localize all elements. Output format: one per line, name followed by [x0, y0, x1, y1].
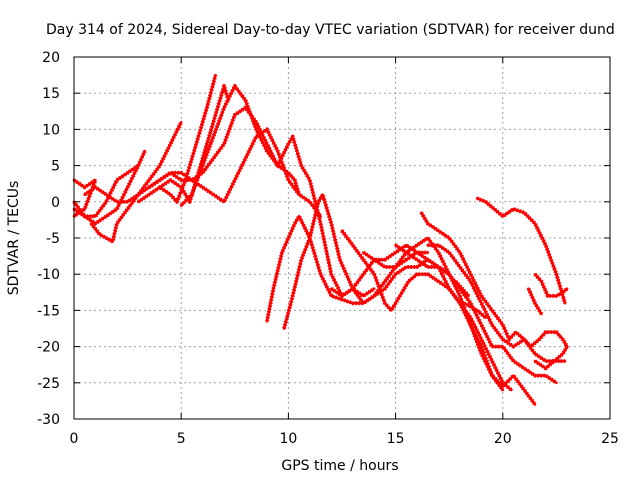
series-line — [475, 196, 567, 305]
x-tick-label: 10 — [279, 431, 297, 447]
y-tick-label: -5 — [46, 231, 60, 247]
y-tick-label: 10 — [42, 122, 60, 138]
data-series-arc-15 — [394, 243, 558, 385]
series-markers — [83, 127, 323, 218]
data-series-group — [72, 73, 569, 406]
series-line — [362, 236, 537, 406]
series-markers — [89, 121, 183, 244]
data-series-arc-4 — [72, 163, 140, 219]
x-tick-label: 0 — [70, 431, 79, 447]
series-markers — [340, 229, 513, 392]
data-series-arc-9 — [179, 84, 376, 298]
y-tick-label: -15 — [37, 303, 60, 319]
y-tick-labels: -30 -25 -20 -15 -10 -5 0 5 10 15 20 — [37, 50, 60, 428]
y-tick-label: 5 — [51, 159, 60, 175]
series-markers — [137, 74, 218, 204]
data-series-arc-20 — [475, 196, 567, 305]
x-tick-label: 20 — [494, 431, 512, 447]
series-markers — [72, 163, 140, 219]
x-tick-label: 5 — [177, 431, 186, 447]
y-tick-label: -25 — [37, 376, 60, 392]
y-tick-label: -30 — [37, 412, 60, 428]
data-series-arc-21 — [533, 272, 569, 298]
series-markers — [419, 211, 569, 349]
series-markers — [533, 345, 569, 371]
series-markers — [463, 301, 487, 320]
series-line — [265, 215, 451, 323]
series-markers — [147, 105, 302, 196]
data-series-arc-22 — [526, 287, 544, 316]
series-markers — [394, 243, 558, 385]
series-markers — [362, 236, 537, 406]
series-markers — [454, 280, 470, 298]
x-axis-label: GPS time / hours — [281, 458, 398, 474]
data-series-arc-3 — [89, 120, 183, 244]
series-line — [426, 243, 567, 363]
data-series-arc-14 — [362, 236, 537, 406]
y-tick-label: -20 — [37, 340, 60, 356]
series-markers — [265, 214, 451, 322]
series-markers — [526, 287, 544, 316]
data-series-arc-6 — [147, 105, 302, 196]
axis-ticks — [73, 56, 611, 420]
y-tick-label: -10 — [37, 267, 60, 283]
y-tick-label: 20 — [42, 50, 60, 66]
chart-title: Day 314 of 2024, Sidereal Day-to-day VTE… — [46, 22, 615, 38]
series-markers — [282, 192, 428, 330]
grid-lines — [74, 57, 610, 419]
series-markers — [330, 243, 505, 392]
data-series-arc-10 — [265, 214, 451, 323]
data-series-arc-18 — [533, 345, 569, 371]
series-line — [282, 193, 430, 330]
data-series-arc-7 — [137, 73, 218, 204]
data-series-arc-17 — [419, 211, 569, 349]
series-markers — [533, 272, 569, 298]
data-series-arc-11 — [282, 192, 430, 330]
data-series-arc-19 — [462, 301, 487, 320]
series-markers — [476, 196, 567, 304]
x-tick-label: 25 — [601, 431, 619, 447]
series-line — [533, 272, 569, 298]
data-series-arc-16 — [426, 243, 567, 364]
series-markers — [179, 84, 376, 298]
y-tick-label: 0 — [51, 195, 60, 211]
y-tick-label: 15 — [42, 86, 60, 102]
x-tick-label: 15 — [387, 431, 405, 447]
data-series-arc-23 — [454, 280, 470, 298]
series-markers — [427, 243, 565, 364]
x-tick-labels: 0 5 10 15 20 25 — [70, 431, 619, 447]
series-line — [137, 73, 217, 204]
y-axis-label: SDTVAR / TECUs — [6, 181, 22, 296]
data-series-arc-12 — [340, 229, 513, 392]
